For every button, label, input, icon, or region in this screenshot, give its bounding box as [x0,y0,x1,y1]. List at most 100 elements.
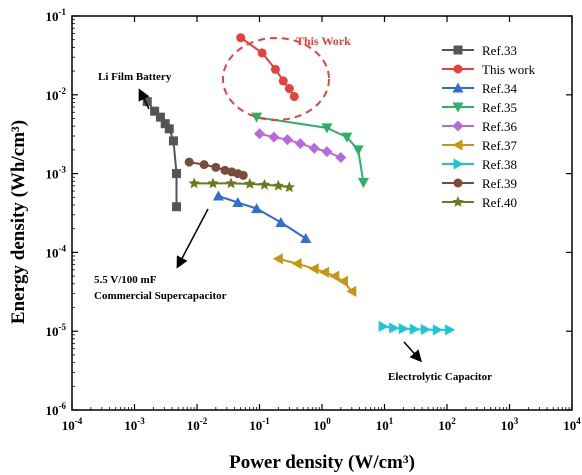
legend-marker-ref-39 [453,178,463,188]
legend-label-ref-33: Ref.33 [482,43,517,58]
legend-label-ref-38: Ref.38 [482,157,517,172]
legend-marker-ref-38 [453,158,464,170]
data-point-ref-33 [160,119,170,129]
data-point-ref-37 [329,270,340,282]
data-point-ref-38 [378,320,389,332]
y-tick-label: 10-5 [46,322,67,339]
annotation-commercial-sc-line2: Commercial Supercapacitor [94,290,227,302]
data-point-ref-40 [244,177,256,189]
legend-marker-ref-40 [452,196,464,207]
x-tick-label: 10-3 [124,416,145,433]
data-point-ref-39 [211,162,221,172]
legend-marker-ref-33 [453,45,463,55]
data-point-ref-36 [308,142,320,154]
data-point-ref-40 [188,177,200,189]
data-point-this-work [270,64,280,74]
series-line-ref-35 [256,116,365,183]
data-point-ref-36 [294,138,306,150]
data-point-ref-40 [283,181,296,193]
data-point-ref-35 [352,145,364,156]
legend-label-ref-37: Ref.37 [482,138,518,153]
data-point-ref-35 [251,112,263,123]
y-tick-label: 10-6 [46,401,67,418]
legend-label-ref-35: Ref.35 [482,100,517,115]
data-point-ref-38 [445,324,456,336]
data-point-this-work [289,92,299,102]
x-tick-label: 104 [563,416,581,433]
data-point-ref-36 [254,128,265,140]
x-tick-label: 102 [438,416,456,433]
legend-label-this-work: This work [482,62,536,77]
data-point-ref-39 [184,157,194,167]
data-point-ref-33 [155,112,165,122]
series-line-ref-37 [278,257,353,293]
legend: Ref.33 This work Ref.34 Ref.35 Ref.36 Ref.37 R… [442,43,536,210]
data-point-ref-33 [172,169,182,179]
legend-marker-ref-35 [452,102,464,113]
legend-marker-ref-36 [452,120,464,132]
data-point-ref-37 [308,263,319,275]
y-tick-label: 10-4 [46,243,67,260]
data-point-this-work [257,48,267,58]
x-axis-title: Power density (W/cm³) [229,452,415,473]
x-tick-label: 10-4 [62,416,83,433]
series-line-ref-34 [218,195,307,240]
y-tick-label: 10-1 [46,7,67,24]
plot-layer: 10-4 10-3 10-2 10-1 100 101 102 103 104 10-6 10-5 1… [46,7,582,433]
data-point-ref-33 [164,124,174,134]
data-point-ref-35 [321,123,333,134]
x-tick-label: 101 [376,416,394,433]
data-point-ref-39 [199,160,209,170]
annotation-li-film-battery: Li Film Battery [98,71,172,83]
data-point-ref-37 [272,253,283,265]
data-point-ref-37 [337,275,348,287]
x-tick-label: 103 [501,416,519,433]
data-point-ref-38 [389,322,400,334]
data-point-ref-36 [281,134,293,146]
data-point-this-work [278,76,288,86]
data-point-ref-38 [409,323,420,335]
data-point-ref-40 [225,177,237,189]
legend-label-ref-36: Ref.36 [482,119,518,134]
annotation-electrolytic-capacitor: Electrolytic Capacitor [388,371,492,383]
x-tick-label: 10-1 [249,416,270,433]
data-point-ref-36 [268,131,280,143]
data-point-ref-37 [319,266,330,278]
annotation-this-work: This Work [296,34,351,48]
data-point-ref-37 [291,258,302,270]
data-point-this-work [284,84,294,94]
data-point-ref-34 [212,190,224,201]
arrow-electrolytic-capacitor [403,341,422,363]
y-tick-label: 10-2 [46,86,67,103]
data-point-ref-33 [168,136,178,146]
data-point-ref-38 [420,324,431,336]
data-point-ref-35 [341,132,353,143]
legend-label-ref-34: Ref.34 [482,81,518,96]
data-point-ref-37 [346,285,357,297]
y-axis-title: Energy density (Wh/cm³) [8,120,29,324]
data-point-ref-34 [275,216,287,227]
data-point-ref-39 [220,165,230,175]
legend-marker-this-work [453,64,463,74]
legend-marker-ref-34 [452,82,464,93]
x-tick-label: 100 [313,416,331,433]
data-point-ref-34 [251,203,263,214]
y-tick-label: 10-3 [46,165,67,182]
data-point-ref-33 [172,202,182,212]
arrow-li-film-battery [138,88,150,110]
data-point-ref-35 [357,178,369,189]
legend-marker-ref-37 [452,139,463,151]
legend-label-ref-39: Ref.39 [482,176,517,191]
data-point-ref-34 [300,233,312,244]
x-tick-label: 10-2 [187,416,208,433]
arrow-commercial-supercapacitor [176,208,209,269]
data-point-this-work [236,33,246,43]
annotation-commercial-sc-line1: 5.5 V/100 mF [94,274,157,286]
data-point-ref-40 [272,179,285,191]
data-point-ref-36 [335,152,347,164]
data-point-ref-38 [432,324,443,336]
data-point-ref-40 [207,177,219,189]
data-point-ref-34 [232,196,244,207]
